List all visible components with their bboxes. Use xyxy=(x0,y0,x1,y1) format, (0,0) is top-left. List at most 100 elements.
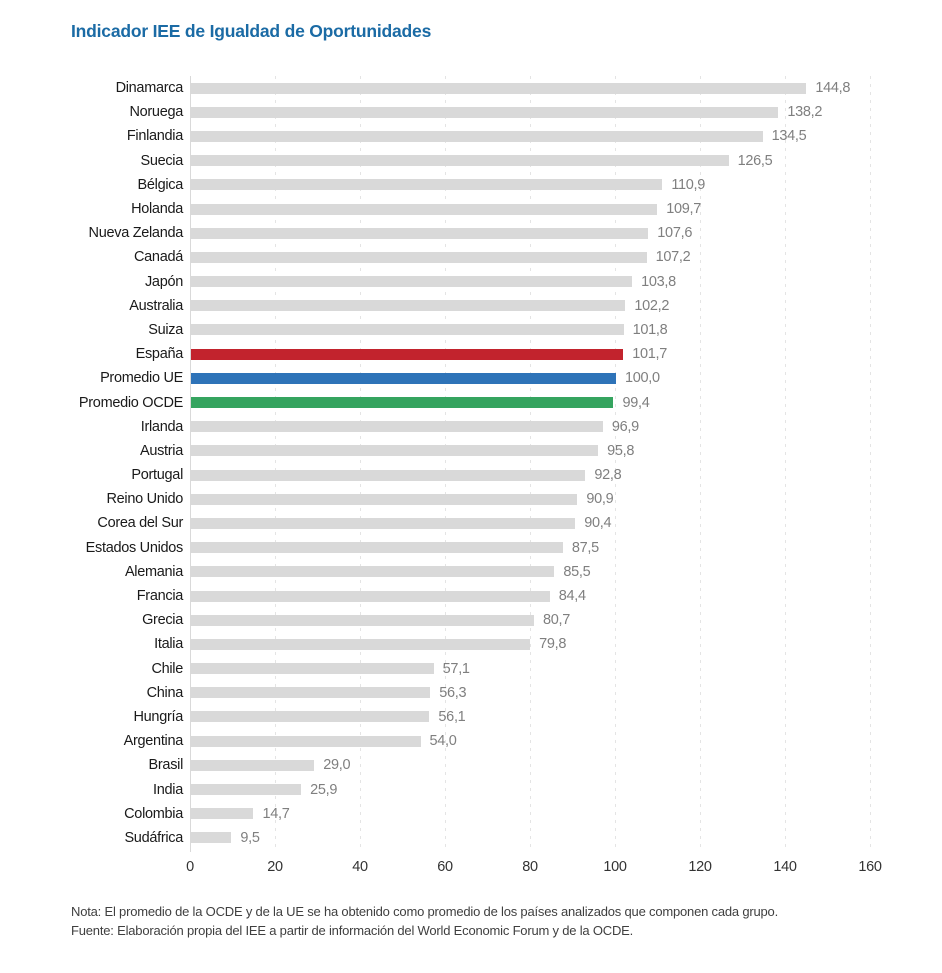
value-label: 56,3 xyxy=(439,684,467,701)
value-label: 101,8 xyxy=(632,321,668,338)
bar xyxy=(191,808,254,820)
category-label: Sudáfrica xyxy=(124,829,183,846)
bar xyxy=(191,179,663,191)
category-label: Reino Unido xyxy=(106,491,184,508)
bar-row-belgica: Bélgica 110,9 xyxy=(0,173,942,197)
bar xyxy=(191,421,603,433)
grid-line-160 xyxy=(870,76,871,852)
value-label: 9,5 xyxy=(240,829,260,846)
x-tick-label-0: 0 xyxy=(186,859,194,875)
value-label: 79,8 xyxy=(539,636,567,653)
x-axis-ticks: 0 20 40 60 80 100 120 140 160 xyxy=(186,859,890,877)
bar-row-hungria: Hungría 56,1 xyxy=(0,705,942,729)
bar xyxy=(191,832,232,844)
category-label: Alemania xyxy=(124,563,183,580)
bar-row-sudafrica: Sudáfrica 9,5 xyxy=(0,826,942,850)
grid-line-120 xyxy=(700,76,701,852)
bar-row-francia: Francia 84,4 xyxy=(0,584,942,608)
bar xyxy=(191,590,550,602)
value-label: 107,6 xyxy=(657,225,693,242)
bar-row-suecia: Suecia 126,5 xyxy=(0,149,942,173)
value-label: 96,9 xyxy=(611,418,639,435)
value-label: 29,0 xyxy=(323,757,351,774)
bar xyxy=(191,372,616,384)
value-label: 103,8 xyxy=(641,273,676,290)
value-label: 84,4 xyxy=(558,588,586,605)
footnotes: Nota: El promedio de la OCDE y de la UE … xyxy=(71,903,891,940)
value-label: 99,4 xyxy=(622,394,650,411)
bar xyxy=(191,397,614,409)
bar-row-espana: España 101,7 xyxy=(0,342,942,366)
value-label: 110,9 xyxy=(671,176,706,193)
category-label: España xyxy=(135,346,184,363)
value-label: 102,2 xyxy=(634,297,670,314)
category-label: Argentina xyxy=(123,733,184,750)
value-label: 138,2 xyxy=(787,104,823,121)
bar-row-promedio-ue: Promedio UE 100,0 xyxy=(0,366,942,390)
bar-row-alemania: Alemania 85,5 xyxy=(0,560,942,584)
bar-row-holanda: Holanda 109,7 xyxy=(0,197,942,221)
category-label: Hungría xyxy=(133,708,184,725)
bar-row-portugal: Portugal 92,8 xyxy=(0,463,942,487)
value-label: 56,1 xyxy=(438,708,466,725)
bar xyxy=(191,300,626,312)
bar-row-nueva-zelanda: Nueva Zelanda 107,6 xyxy=(0,221,942,245)
grid-line-60 xyxy=(445,76,446,852)
bar-row-italia: Italia 79,8 xyxy=(0,632,942,656)
bar-row-chile: Chile 57,1 xyxy=(0,657,942,681)
bar-row-finlandia: Finlandia 134,5 xyxy=(0,124,942,148)
category-label: Chile xyxy=(151,660,183,677)
bar-row-noruega: Noruega 138,2 xyxy=(0,100,942,124)
x-tick-label-160: 160 xyxy=(858,859,882,875)
bar xyxy=(191,82,807,94)
value-label: 54,0 xyxy=(429,733,457,750)
bar-row-brasil: Brasil 29,0 xyxy=(0,753,942,777)
bar xyxy=(191,276,633,288)
bar-row-japon: Japón 103,8 xyxy=(0,270,942,294)
category-label: Dinamarca xyxy=(115,80,184,97)
x-tick-label-140: 140 xyxy=(773,859,797,875)
category-label: India xyxy=(153,781,183,798)
bar-row-suiza: Suiza 101,8 xyxy=(0,318,942,342)
bar xyxy=(191,566,555,578)
bar xyxy=(191,663,434,675)
bar xyxy=(191,735,421,747)
category-label: Estados Unidos xyxy=(85,539,184,556)
bar-row-corea-del-sur: Corea del Sur 90,4 xyxy=(0,511,942,535)
category-label: Italia xyxy=(154,636,183,653)
category-label: Canadá xyxy=(134,249,183,266)
x-tick-label-60: 60 xyxy=(437,859,453,875)
category-label: Corea del Sur xyxy=(97,515,183,532)
value-label: 100,0 xyxy=(625,370,660,387)
category-label: Brasil xyxy=(148,757,184,774)
category-label: Irlanda xyxy=(140,418,184,435)
x-tick-label-100: 100 xyxy=(603,859,627,875)
bar xyxy=(191,711,430,723)
grid-line-100 xyxy=(615,76,616,852)
category-label: Noruega xyxy=(129,104,183,121)
bar-row-austria: Austria 95,8 xyxy=(0,439,942,463)
value-label: 92,8 xyxy=(594,467,622,484)
bar-row-china: China 56,3 xyxy=(0,681,942,705)
bar-row-dinamarca: Dinamarca 144,8 xyxy=(0,76,942,100)
bar xyxy=(191,493,578,505)
value-label: 109,7 xyxy=(666,201,702,218)
grid-line-20 xyxy=(275,76,276,852)
grid-line-40 xyxy=(360,76,361,852)
value-label: 57,1 xyxy=(442,660,470,677)
value-label: 107,2 xyxy=(655,249,691,266)
grid-line-140 xyxy=(785,76,786,852)
bar xyxy=(191,445,599,457)
category-label: Portugal xyxy=(131,467,183,484)
value-label: 80,7 xyxy=(542,612,570,629)
value-label: 144,8 xyxy=(815,80,851,97)
bar-row-canada: Canadá 107,2 xyxy=(0,245,942,269)
category-label: Grecia xyxy=(142,612,183,629)
bar-row-estados-unidos: Estados Unidos 87,5 xyxy=(0,536,942,560)
bar xyxy=(191,348,624,360)
bar-row-colombia: Colombia 14,7 xyxy=(0,802,942,826)
bar xyxy=(191,759,315,771)
bar-row-reino-unido: Reino Unido 90,9 xyxy=(0,487,942,511)
grid-line-80 xyxy=(530,76,531,852)
